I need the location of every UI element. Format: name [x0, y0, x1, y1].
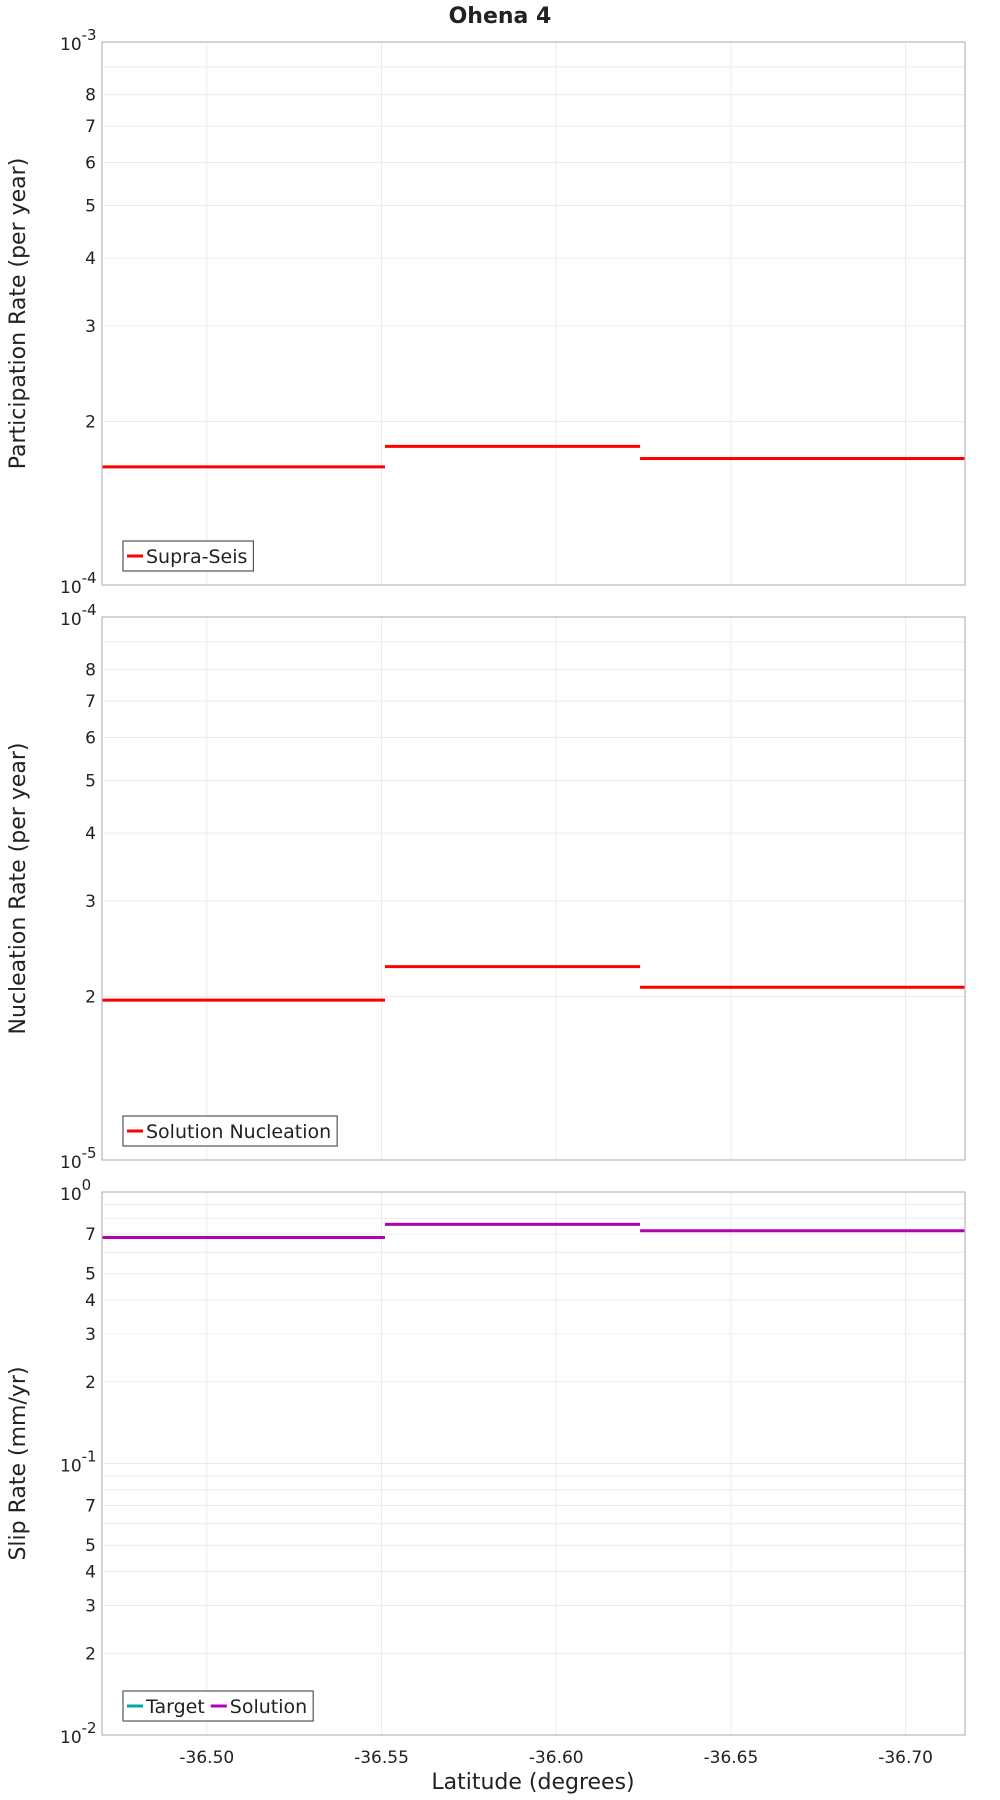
chart-panel-1: 2 3 4 5 6 7 8 10-4 10-3 Participation Rate (per y… — [6, 26, 966, 598]
y-axis-label: Slip Rate (mm/yr) — [6, 1366, 31, 1560]
y-tick-label: 6 — [85, 728, 96, 748]
legend-entry: Solution Nucleation — [146, 1121, 331, 1143]
y-tick-label: 4 — [85, 824, 96, 844]
y-tick-label: 7 — [85, 1225, 96, 1245]
y-tick-label: 5 — [85, 771, 96, 791]
chart-title: Ohena 4 — [449, 4, 552, 29]
y-major-tick-label: 100 — [60, 1176, 91, 1205]
y-major-tick-label: 10-4 — [60, 569, 97, 598]
y-major-tick-label: 10-4 — [60, 601, 97, 630]
y-tick-label: 3 — [85, 1596, 96, 1616]
legend: Supra-Seis — [122, 540, 255, 572]
y-tick-label: 6 — [85, 153, 96, 173]
y-tick-label: 2 — [85, 413, 96, 433]
y-axis-label: Participation Rate (per year) — [6, 158, 31, 470]
y-tick-label: 2 — [85, 1644, 96, 1664]
plot-area — [102, 42, 965, 585]
y-tick-label: 7 — [85, 692, 96, 712]
y-tick-label: 3 — [85, 892, 96, 912]
x-tick-label: -36.60 — [529, 1748, 584, 1768]
x-tick-label: -36.50 — [179, 1748, 234, 1768]
y-tick-label: 5 — [85, 1265, 96, 1285]
legend: Target Solution — [122, 1690, 314, 1722]
x-tick-label: -36.70 — [878, 1748, 933, 1768]
legend-entry: Supra-Seis — [146, 546, 247, 568]
y-tick-label: 4 — [85, 249, 96, 269]
legend: Solution Nucleation — [122, 1115, 338, 1147]
legend-entry: Target — [145, 1696, 205, 1718]
legend-box — [122, 1115, 338, 1147]
plot-frame — [101, 41, 966, 586]
y-tick-label: 4 — [85, 1291, 96, 1311]
y-axis-label: Nucleation Rate (per year) — [6, 743, 31, 1035]
y-tick-label: 2 — [85, 988, 96, 1008]
y-tick-label: 3 — [85, 317, 96, 337]
plot-frame — [101, 1191, 966, 1736]
y-major-tick-label: 10-2 — [60, 1719, 97, 1748]
y-tick-label: 5 — [85, 196, 96, 216]
y-tick-label: 7 — [85, 117, 96, 137]
y-tick-label: 7 — [85, 1497, 96, 1517]
y-tick-label: 3 — [85, 1325, 96, 1345]
y-tick-label: 8 — [85, 661, 96, 681]
y-tick-label: 5 — [85, 1536, 96, 1556]
chart-panels: 2 3 4 5 6 7 8 10-4 10-3 Participation Rate (per y… — [6, 26, 966, 1768]
plot-area — [102, 617, 965, 1160]
y-tick-label: 2 — [85, 1373, 96, 1393]
x-tick-label: -36.55 — [354, 1748, 409, 1768]
chart-panel-2: 2 3 4 5 6 7 8 10-5 10-4 Nucleation Rate (per year… — [6, 601, 966, 1173]
y-tick-label: 4 — [85, 1563, 96, 1583]
y-major-tick-label: 10-5 — [60, 1144, 97, 1173]
y-major-tick-label: 10-3 — [60, 26, 97, 55]
chart-panel-3: 2 3 4 5 7 2 3 4 5 7 10-2 10-1 100 Slip Rate (mm/yr) Ta… — [6, 1176, 966, 1748]
x-axis-label: Latitude (degrees) — [431, 1770, 634, 1795]
y-major-tick-label: 10-1 — [60, 1448, 97, 1477]
x-tick-label: -36.65 — [704, 1748, 759, 1768]
y-tick-label: 8 — [85, 86, 96, 106]
plot-frame — [101, 616, 966, 1161]
legend-entry: Solution — [230, 1696, 307, 1718]
legend-box — [122, 540, 255, 572]
